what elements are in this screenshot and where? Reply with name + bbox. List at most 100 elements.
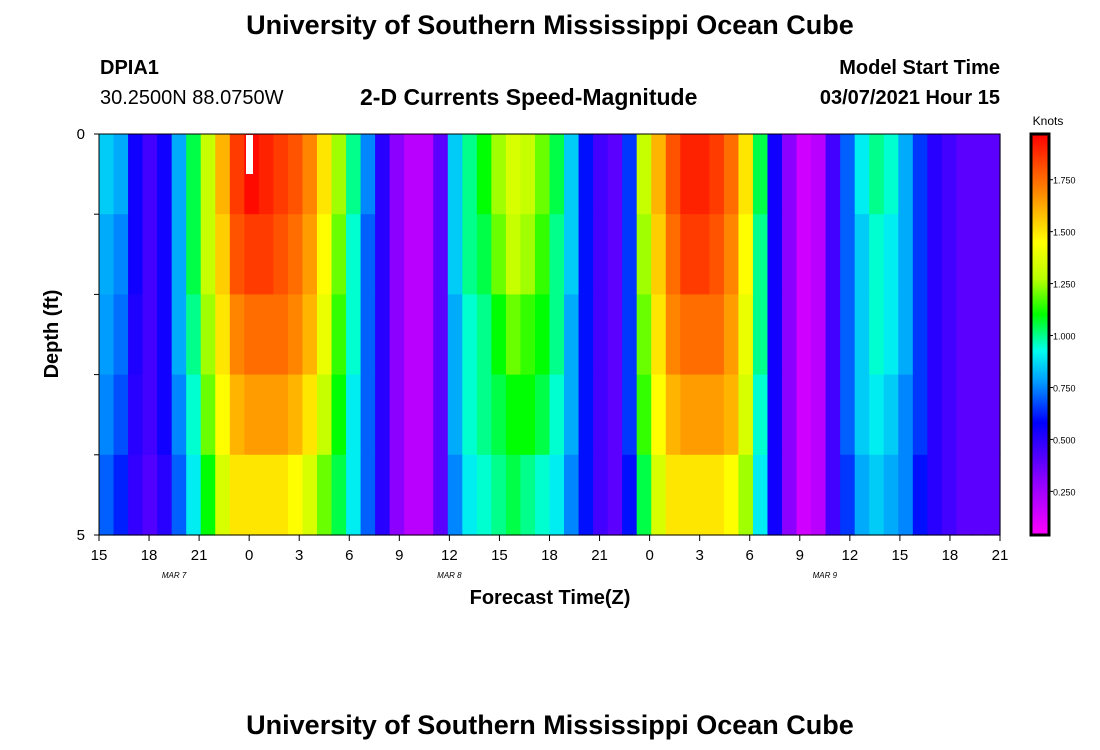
heatmap-cell (636, 134, 652, 215)
heatmap-cell (883, 454, 899, 536)
heatmap-cell (564, 294, 580, 376)
heatmap-cell (273, 374, 289, 456)
heatmap-cell (767, 454, 783, 536)
heatmap-cell (244, 294, 260, 376)
heatmap-cell (912, 214, 928, 295)
heatmap-cell (665, 374, 681, 456)
heatmap-cell (520, 214, 536, 295)
heatmap-cell (607, 374, 623, 456)
x-tick-label: 3 (295, 547, 303, 564)
x-tick-label: 18 (141, 547, 158, 564)
date-label: MAR 7 (162, 571, 187, 580)
heatmap-cell (186, 454, 202, 536)
heatmap-cell (346, 374, 362, 456)
heatmap-cell (782, 374, 798, 456)
heatmap-cell (128, 454, 144, 536)
heatmap-cell (171, 134, 187, 215)
footer-title: University of Southern Mississippi Ocean… (246, 710, 854, 740)
heatmap-cell (302, 214, 318, 295)
heatmap-cell (389, 374, 405, 456)
heatmap-cell (622, 134, 638, 215)
heatmap-cell (462, 454, 478, 536)
heatmap-cell (360, 294, 376, 376)
heatmap-cell (316, 374, 333, 456)
heatmap-cell (607, 134, 623, 215)
heatmap-cell (796, 134, 812, 215)
x-tick-label: 18 (541, 547, 558, 564)
heatmap-cell (447, 214, 463, 295)
heatmap-cell (665, 134, 681, 215)
x-tick-label: 6 (345, 547, 353, 564)
heatmap-cell (287, 454, 304, 536)
heatmap-cell (287, 374, 304, 456)
heatmap-cell (549, 134, 565, 215)
heatmap-cell (360, 134, 376, 215)
heatmap-cell (316, 134, 333, 215)
heatmap-cell (375, 294, 391, 376)
heatmap-cell (578, 374, 594, 456)
x-tick-label: 15 (91, 547, 108, 564)
heatmap-cell (433, 374, 449, 456)
heatmap-cell (360, 214, 376, 295)
heatmap-cell (680, 454, 696, 536)
heatmap-cell (651, 294, 667, 376)
heatmap-cell (622, 214, 638, 295)
colorbar-tick-label: 1.500 (1053, 228, 1076, 238)
heatmap-cell (898, 374, 914, 456)
heatmap-cell (927, 134, 943, 215)
heatmap-cell (869, 134, 885, 215)
heatmap-cell (854, 294, 870, 376)
heatmap-cell (622, 294, 638, 376)
heatmap-cell (186, 134, 202, 215)
heatmap-cell (723, 294, 740, 376)
heatmap-cell (128, 214, 144, 295)
colorbar-tick-label: 1.750 (1053, 176, 1076, 186)
heatmap-cell (142, 374, 158, 456)
heatmap-cell (128, 374, 144, 456)
heatmap-cell (549, 214, 565, 295)
colorbar (1029, 132, 1051, 537)
model-start-value: 03/07/2021 Hour 15 (819, 87, 1000, 109)
heatmap-cell (491, 214, 507, 295)
heatmap-cell (200, 374, 216, 456)
heatmap-cell (229, 294, 245, 376)
heatmap-cell (331, 294, 347, 376)
heatmap-cell (665, 454, 681, 536)
heatmap-cell (840, 374, 856, 456)
heatmap-cell (534, 454, 551, 536)
heatmap-cell (491, 374, 507, 456)
heatmap-cell (331, 454, 347, 536)
heatmap-cell (200, 294, 216, 376)
heatmap-cell (476, 134, 492, 215)
heatmap-cell (302, 454, 318, 536)
heatmap-cell (157, 374, 173, 456)
heatmap-cell (767, 134, 783, 215)
x-tick-label: 15 (491, 547, 508, 564)
heatmap-cell (593, 134, 609, 215)
heatmap-cell (665, 294, 681, 376)
heatmap-cell (564, 134, 580, 215)
heatmap-cell (985, 454, 1001, 536)
heatmap-cell (869, 374, 885, 456)
heatmap-cell (229, 214, 245, 295)
heatmap-cell (796, 374, 812, 456)
heatmap-cell (956, 294, 972, 376)
heatmap-cell (462, 294, 478, 376)
heatmap-cell (782, 294, 798, 376)
heatmap-cell (709, 294, 725, 376)
heatmap-cell (157, 134, 173, 215)
heatmap-cell (273, 454, 289, 536)
heatmap-cell (665, 214, 681, 295)
heatmap-cell (273, 134, 289, 215)
heatmap-cell (505, 294, 522, 376)
model-start-label: Model Start Time (839, 57, 1000, 79)
date-label: MAR 8 (437, 571, 462, 580)
heatmap-cell (462, 374, 478, 456)
heatmap-cell (215, 454, 231, 536)
heatmap-cell (404, 214, 420, 295)
heatmap-cell (985, 374, 1001, 456)
heatmap-cell (375, 454, 391, 536)
heatmap-cell (433, 454, 449, 536)
surface-marker (246, 135, 253, 174)
heatmap-cell (593, 294, 609, 376)
